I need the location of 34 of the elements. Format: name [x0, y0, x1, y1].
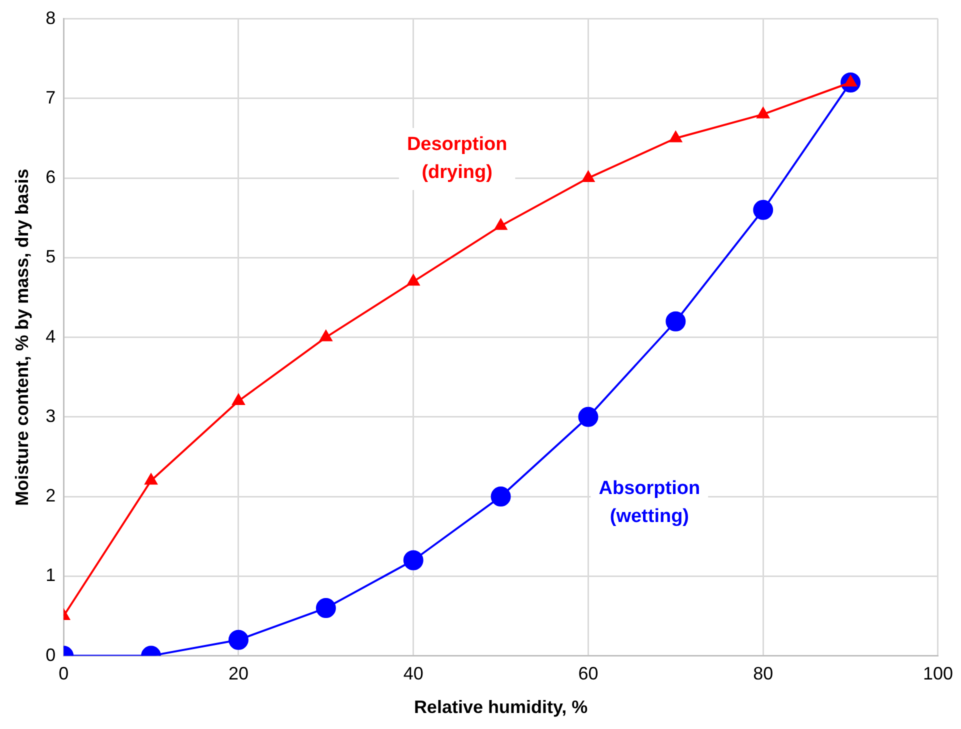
series-label: Desorption (drying): [406, 134, 508, 184]
point: [578, 406, 598, 427]
y-tick-label: 0: [46, 644, 56, 665]
y-axis-title: Moisture content, % by mass, dry basis: [12, 168, 32, 506]
point: [490, 486, 511, 507]
point: [582, 171, 594, 182]
y-tick-label: 1: [46, 565, 56, 586]
y-tick-label: 6: [46, 167, 56, 188]
x-tick-label: 40: [403, 664, 424, 684]
point: [494, 218, 507, 230]
point: [316, 598, 336, 618]
x-tick-label: 80: [753, 664, 774, 684]
point: [144, 474, 158, 485]
y-tick-label: 7: [46, 87, 56, 108]
point: [232, 394, 245, 405]
y-tick-label: 8: [46, 8, 56, 28]
x-axis-title: Relative humidity, %: [414, 697, 588, 718]
point: [669, 131, 682, 142]
point: [407, 274, 420, 286]
point: [403, 550, 424, 570]
point: [753, 200, 774, 220]
y-tick-label: 5: [46, 246, 56, 267]
x-tick-label: 20: [228, 664, 248, 684]
point: [666, 311, 686, 332]
y-tick-label: 2: [46, 486, 56, 506]
point: [228, 630, 248, 650]
point: [320, 330, 332, 342]
x-tick-label: 60: [578, 664, 598, 684]
point: [756, 107, 770, 118]
text: Absorption (wetting): [598, 478, 700, 528]
x-tick-label: 100: [922, 664, 954, 684]
x-tick-label: 0: [58, 664, 69, 684]
y-tick-label: 3: [46, 406, 56, 426]
y-tick-label: 4: [46, 326, 56, 346]
